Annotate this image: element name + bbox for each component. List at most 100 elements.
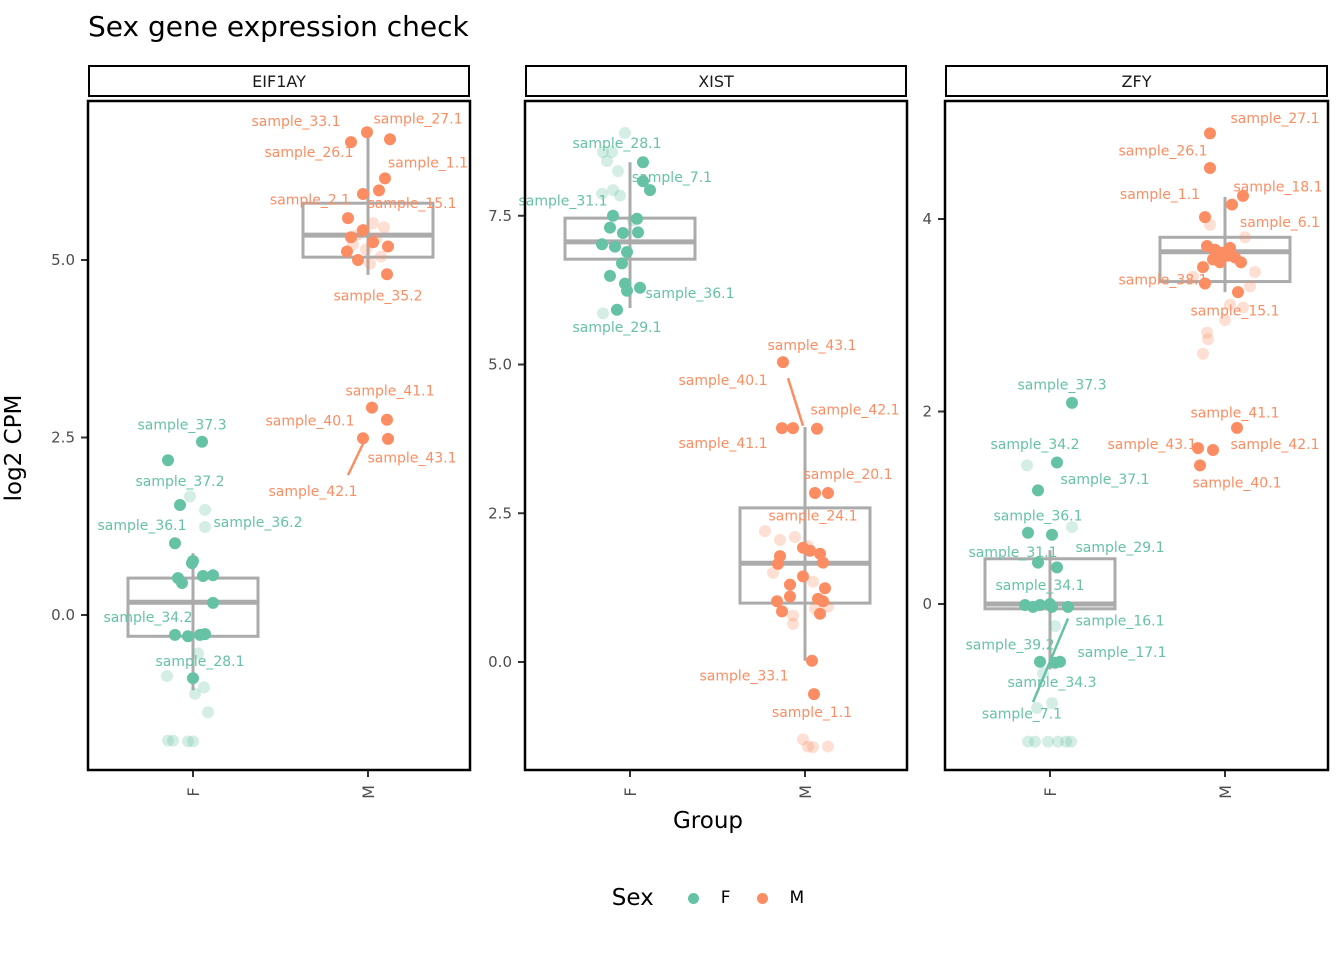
data-point-M (341, 245, 353, 258)
panel-zfy: sample_27.1 sample_26.1 sample_18.1 sample_… (922, 99, 1330, 799)
data-point-M (807, 575, 819, 588)
data-point-M (1219, 314, 1231, 327)
data-point-M (797, 733, 809, 746)
y-axis-tick-label: 5.0 (488, 356, 512, 374)
data-point-M (370, 232, 382, 245)
x-axis-tick-label: F (621, 787, 640, 796)
y-axis-tick-label: 5.0 (51, 251, 75, 269)
data-point-M (1231, 421, 1243, 434)
data-point-F (637, 175, 649, 188)
panel-background (945, 101, 1328, 770)
data-point-M (767, 566, 779, 579)
data-point-M (352, 254, 364, 266)
data-point-F (601, 155, 613, 168)
legend-swatch-f-icon (687, 892, 699, 904)
data-point-F (1052, 735, 1064, 748)
panel-border (943, 99, 1330, 772)
data-point-F (1031, 701, 1043, 714)
data-point-F (199, 503, 211, 516)
point-label: sample_24.1 (768, 509, 857, 525)
label-leader-line (786, 377, 805, 427)
data-point-F (1042, 735, 1054, 748)
data-point-M (352, 228, 364, 241)
data-point-F (186, 557, 198, 570)
data-point-M (1211, 249, 1223, 262)
panel-xist: sample_28.1 sample_7.1 sample_31.1 sample_3… (488, 99, 909, 799)
point-label: sample_36.1 (97, 518, 186, 534)
data-point-M (776, 422, 788, 435)
data-point-M (1204, 218, 1216, 231)
panel-eif1ay: sample_33.1 sample_27.1 sample_26.1 sample_… (51, 99, 472, 799)
data-point-M (1199, 277, 1211, 290)
data-point-M (345, 136, 357, 149)
data-point-M (364, 257, 376, 270)
data-point-M (814, 607, 826, 620)
data-point-M (787, 617, 799, 630)
boxplot-box-M (738, 506, 872, 605)
data-point-F (1049, 620, 1061, 633)
data-point-F (597, 307, 609, 320)
point-label: sample_37.3 (1017, 378, 1106, 394)
data-point-F (207, 596, 219, 609)
point-label: sample_33.1 (251, 114, 340, 130)
data-point-M (1237, 189, 1249, 202)
data-point-F (611, 303, 623, 316)
data-point-M (1244, 280, 1256, 293)
data-point-F (196, 435, 208, 448)
point-label: sample_43.1 (1107, 437, 1196, 453)
point-label: sample_41.1 (1190, 405, 1279, 421)
facet-strip-label: XIST (698, 71, 734, 91)
data-point-F (207, 569, 219, 582)
data-point-F (617, 227, 629, 240)
data-point-M (360, 243, 372, 256)
legend: Sex F M (0, 885, 1344, 911)
data-point-F (621, 246, 633, 259)
data-point-F (176, 577, 188, 590)
point-label: sample_35.2 (333, 289, 422, 305)
point-label: sample_34.1 (995, 578, 1084, 594)
data-point-F (1051, 456, 1063, 469)
point-label: sample_43.1 (367, 450, 456, 466)
data-point-M (809, 602, 821, 615)
data-point-M (817, 595, 829, 608)
point-label: sample_41.1 (345, 384, 434, 400)
data-point-M (1224, 241, 1236, 254)
point-label: sample_37.1 (1060, 472, 1149, 488)
point-label: sample_37.3 (137, 418, 226, 434)
point-label: sample_1.1 (388, 156, 468, 172)
x-axis-tick-label: M (796, 785, 815, 799)
y-axis-tick-label: 4 (922, 210, 932, 228)
data-point-M (378, 221, 390, 234)
data-point-M (1201, 326, 1213, 339)
data-point-M (367, 217, 379, 230)
point-label: sample_40.1 (678, 373, 767, 389)
data-point-M (1232, 286, 1244, 299)
legend-swatch-m-icon (756, 892, 768, 904)
data-point-M (357, 432, 369, 445)
data-point-M (822, 600, 834, 613)
point-label: sample_15.1 (1190, 303, 1279, 319)
y-axis-tick-label: 2.5 (488, 504, 512, 522)
data-point-F (1054, 655, 1066, 668)
data-point-M (776, 605, 788, 618)
data-point-F (169, 537, 181, 550)
point-label: sample_39.2 (965, 637, 1054, 653)
data-point-F (184, 490, 196, 503)
data-point-F (1046, 528, 1058, 541)
panel-background (88, 101, 470, 770)
point-label: sample_28.1 (155, 654, 244, 670)
point-label: sample_34.3 (1007, 675, 1096, 691)
data-point-M (772, 557, 784, 570)
y-axis-title: log2 CPM (1, 394, 27, 502)
boxplot-box-M (301, 201, 435, 259)
data-point-M (787, 609, 799, 622)
data-point-F (596, 238, 608, 251)
point-label: sample_16.1 (1075, 613, 1164, 629)
facet-strip-eif1ay: EIF1AY (88, 65, 470, 97)
point-label: sample_26.1 (264, 145, 353, 161)
data-point-F (162, 734, 174, 747)
y-axis-tick-label: 0 (922, 595, 932, 613)
legend-item-m: M (756, 888, 804, 908)
point-label: sample_40.1 (265, 413, 354, 429)
data-point-F (1066, 521, 1078, 533)
